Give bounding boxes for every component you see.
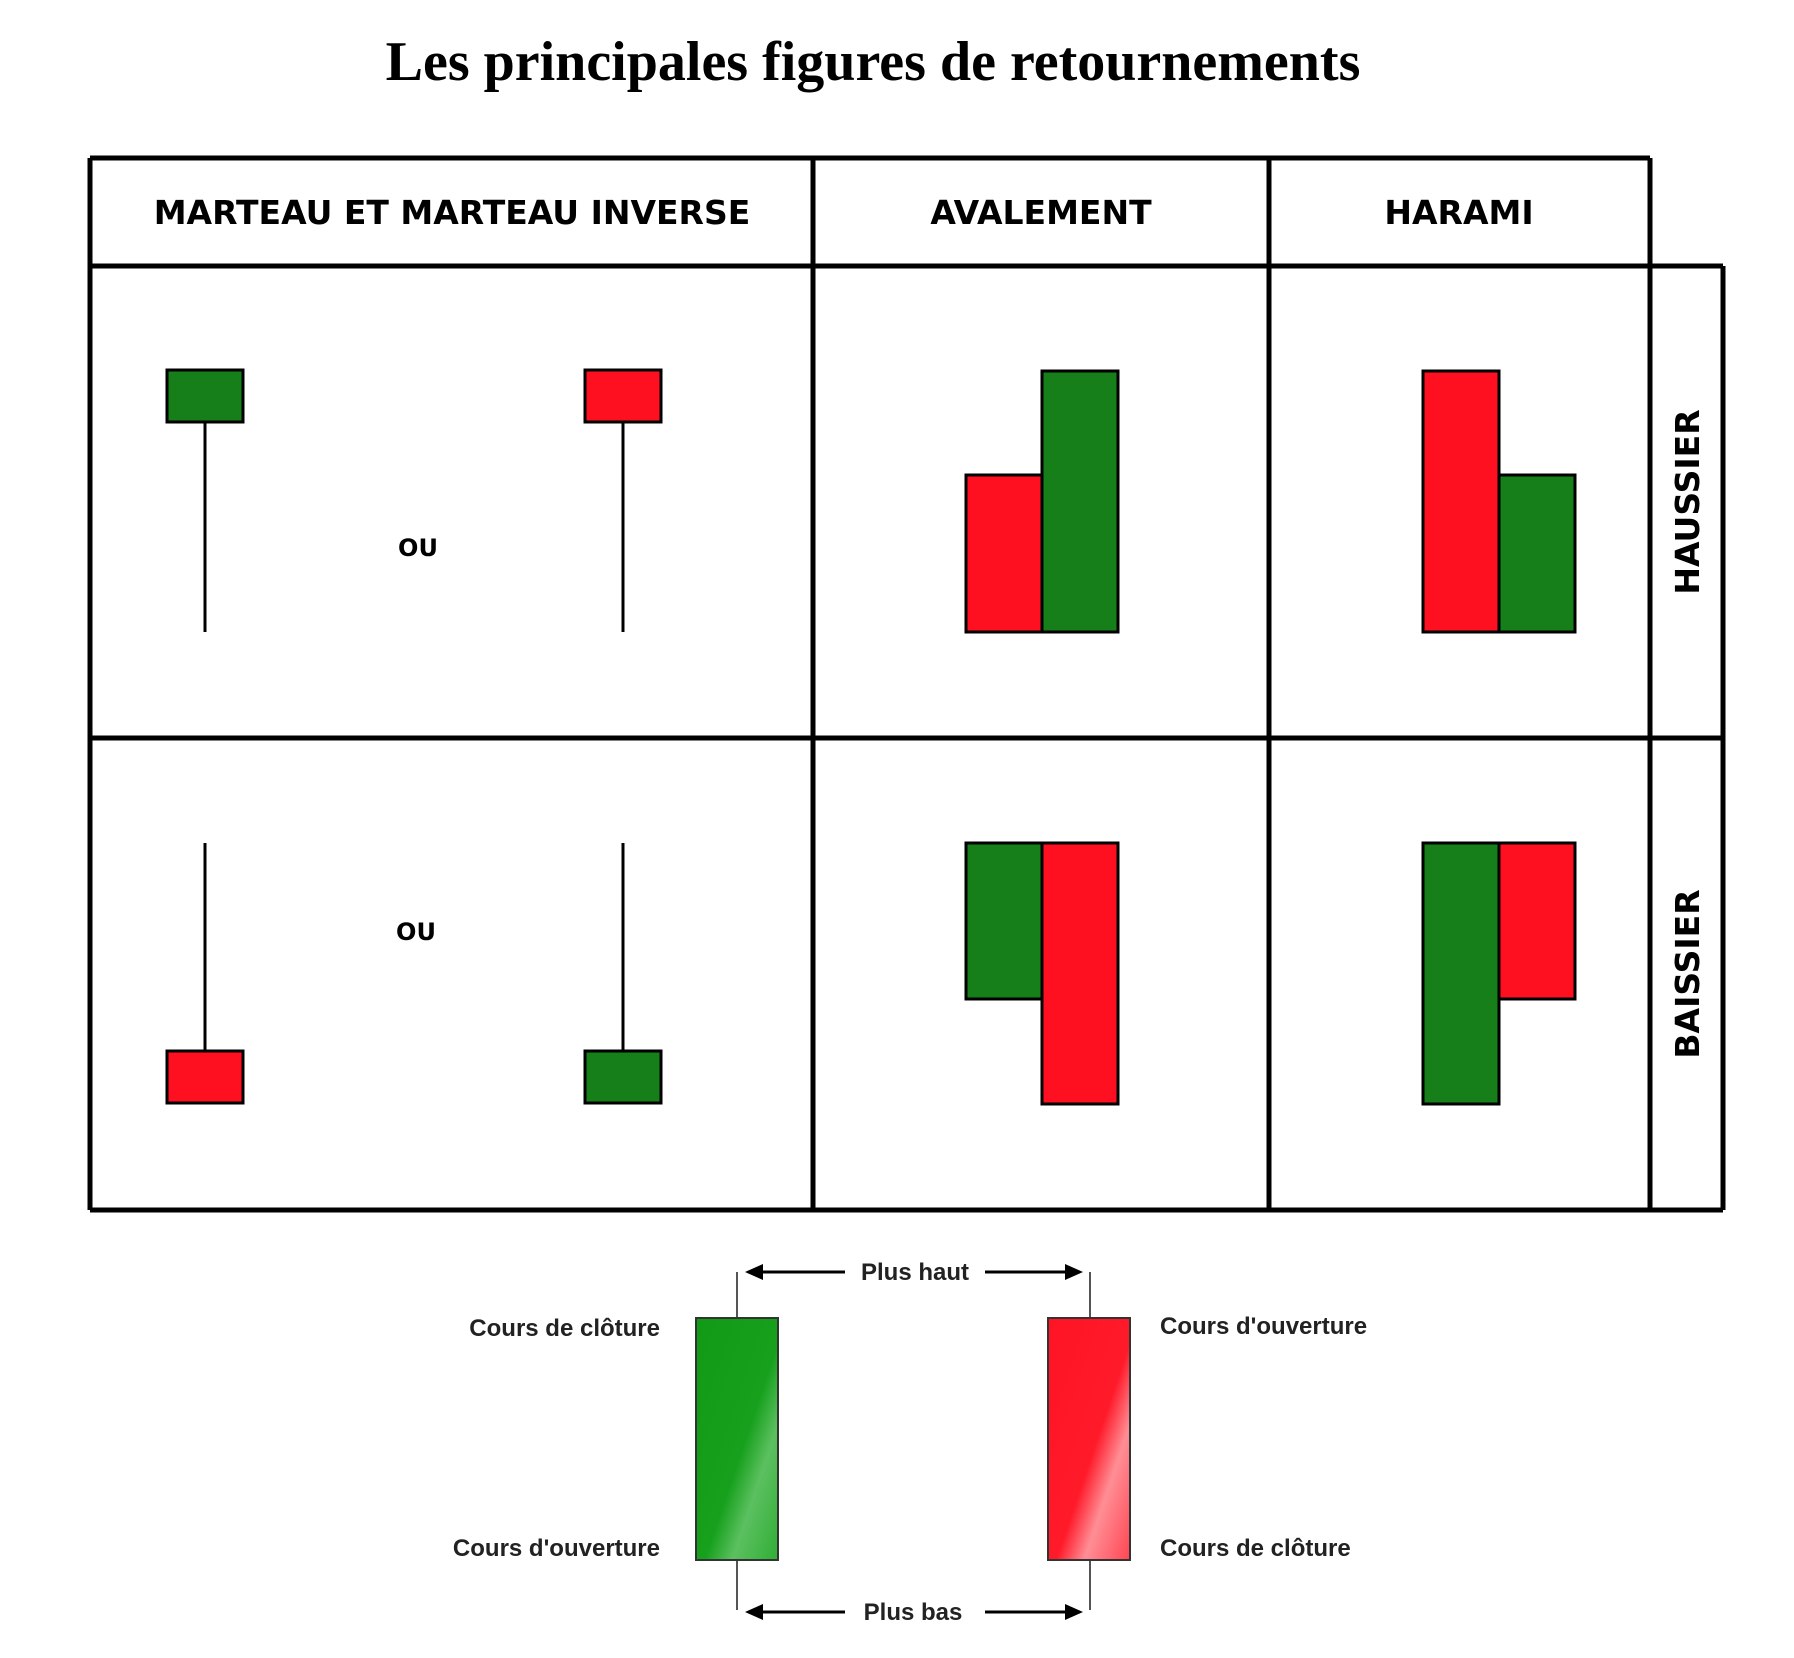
harami-bullish-pattern [1421,369,1577,634]
harami-bearish-pattern [1421,841,1577,1106]
separator-ou-bearish: OU [396,918,436,946]
candle-legend: Plus haut Plus bas Cours de clôture Cour… [453,1259,1367,1626]
legend-bullish-candle [695,1317,779,1561]
engulfing-bullish-pattern [964,369,1120,634]
legend-bear-close-label: Cours de clôture [1160,1535,1351,1562]
legend-plus-haut: Plus haut [861,1259,969,1286]
column-header-marteau: MARTEAU ET MARTEAU INVERSE [154,193,751,232]
row-label-baissier: BAISSIER [1668,889,1707,1058]
legend-bull-open-label: Cours d'ouverture [453,1535,660,1562]
legend-plus-bas: Plus bas [864,1599,963,1626]
hammer-bearish-candle [165,843,245,1105]
legend-bear-open-label: Cours d'ouverture [1160,1313,1367,1340]
page-title: Les principales figures de retournements [386,31,1361,93]
legend-bull-close-label: Cours de clôture [469,1315,660,1342]
column-header-avalement: AVALEMENT [930,193,1152,232]
column-header-harami: HARAMI [1384,193,1533,232]
inverted-hammer-bearish-candle [583,843,663,1105]
hammer-bullish-candle [165,368,245,632]
separator-ou-bullish: OU [398,534,438,562]
inverted-hammer-bullish-candle [583,368,663,632]
row-label-haussier: HAUSSIER [1668,409,1707,594]
table-grid [87,155,1726,1213]
legend-bearish-candle [1047,1317,1131,1561]
engulfing-bearish-pattern [964,841,1120,1106]
